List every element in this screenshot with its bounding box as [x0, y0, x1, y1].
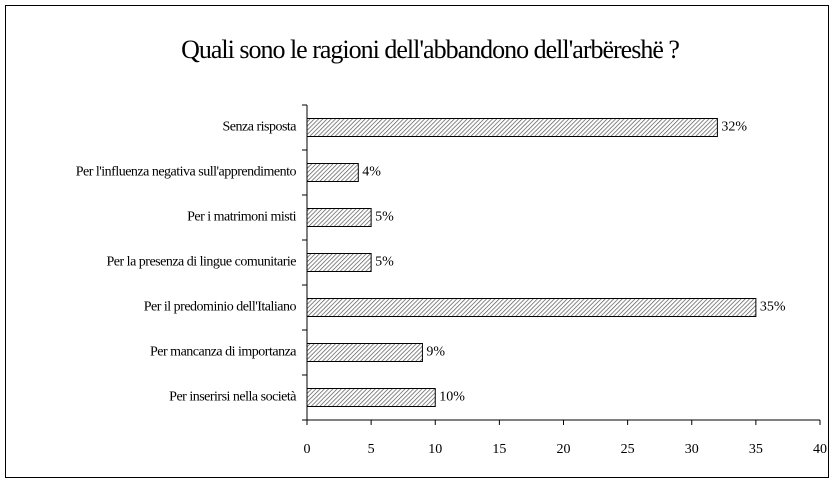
- bar: [306, 163, 359, 182]
- value-label: 9%: [426, 345, 445, 360]
- bar: [306, 388, 436, 407]
- x-tick-label: 35: [749, 442, 763, 457]
- value-label: 5%: [375, 255, 394, 270]
- x-tick-label: 20: [557, 442, 571, 457]
- x-tick-label: 30: [685, 442, 699, 457]
- x-tick-label: 40: [813, 442, 827, 457]
- bar: [306, 253, 372, 272]
- bar: [306, 298, 757, 317]
- y-tick-label: Per mancanza di importanza: [150, 345, 297, 360]
- value-label: 32%: [721, 120, 747, 135]
- y-tick-label: Per il predominio dell'Italiano: [144, 300, 297, 315]
- value-label: 10%: [439, 390, 465, 405]
- bar: [306, 208, 372, 227]
- y-tick-label: Per la presenza di lingue comunitarie: [107, 255, 297, 270]
- y-tick-label: Senza risposta: [223, 120, 298, 135]
- value-label: 4%: [362, 165, 381, 180]
- x-tick-label: 0: [304, 442, 311, 457]
- x-tick-label: 25: [621, 442, 635, 457]
- bar: [306, 343, 423, 362]
- x-tick-label: 15: [492, 442, 506, 457]
- bar: [306, 118, 718, 137]
- y-tick-label: Per l'influenza negativa sull'apprendime…: [76, 165, 297, 180]
- chart-title: Quali sono le ragioni dell'abbandono del…: [181, 35, 679, 64]
- y-tick-label: Per inserirsi nella società: [169, 390, 297, 405]
- y-tick-label: Per i matrimoni misti: [187, 210, 296, 225]
- value-label: 5%: [375, 210, 394, 225]
- x-tick-label: 10: [428, 442, 442, 457]
- x-tick-label: 5: [368, 442, 375, 457]
- value-label: 35%: [760, 300, 786, 315]
